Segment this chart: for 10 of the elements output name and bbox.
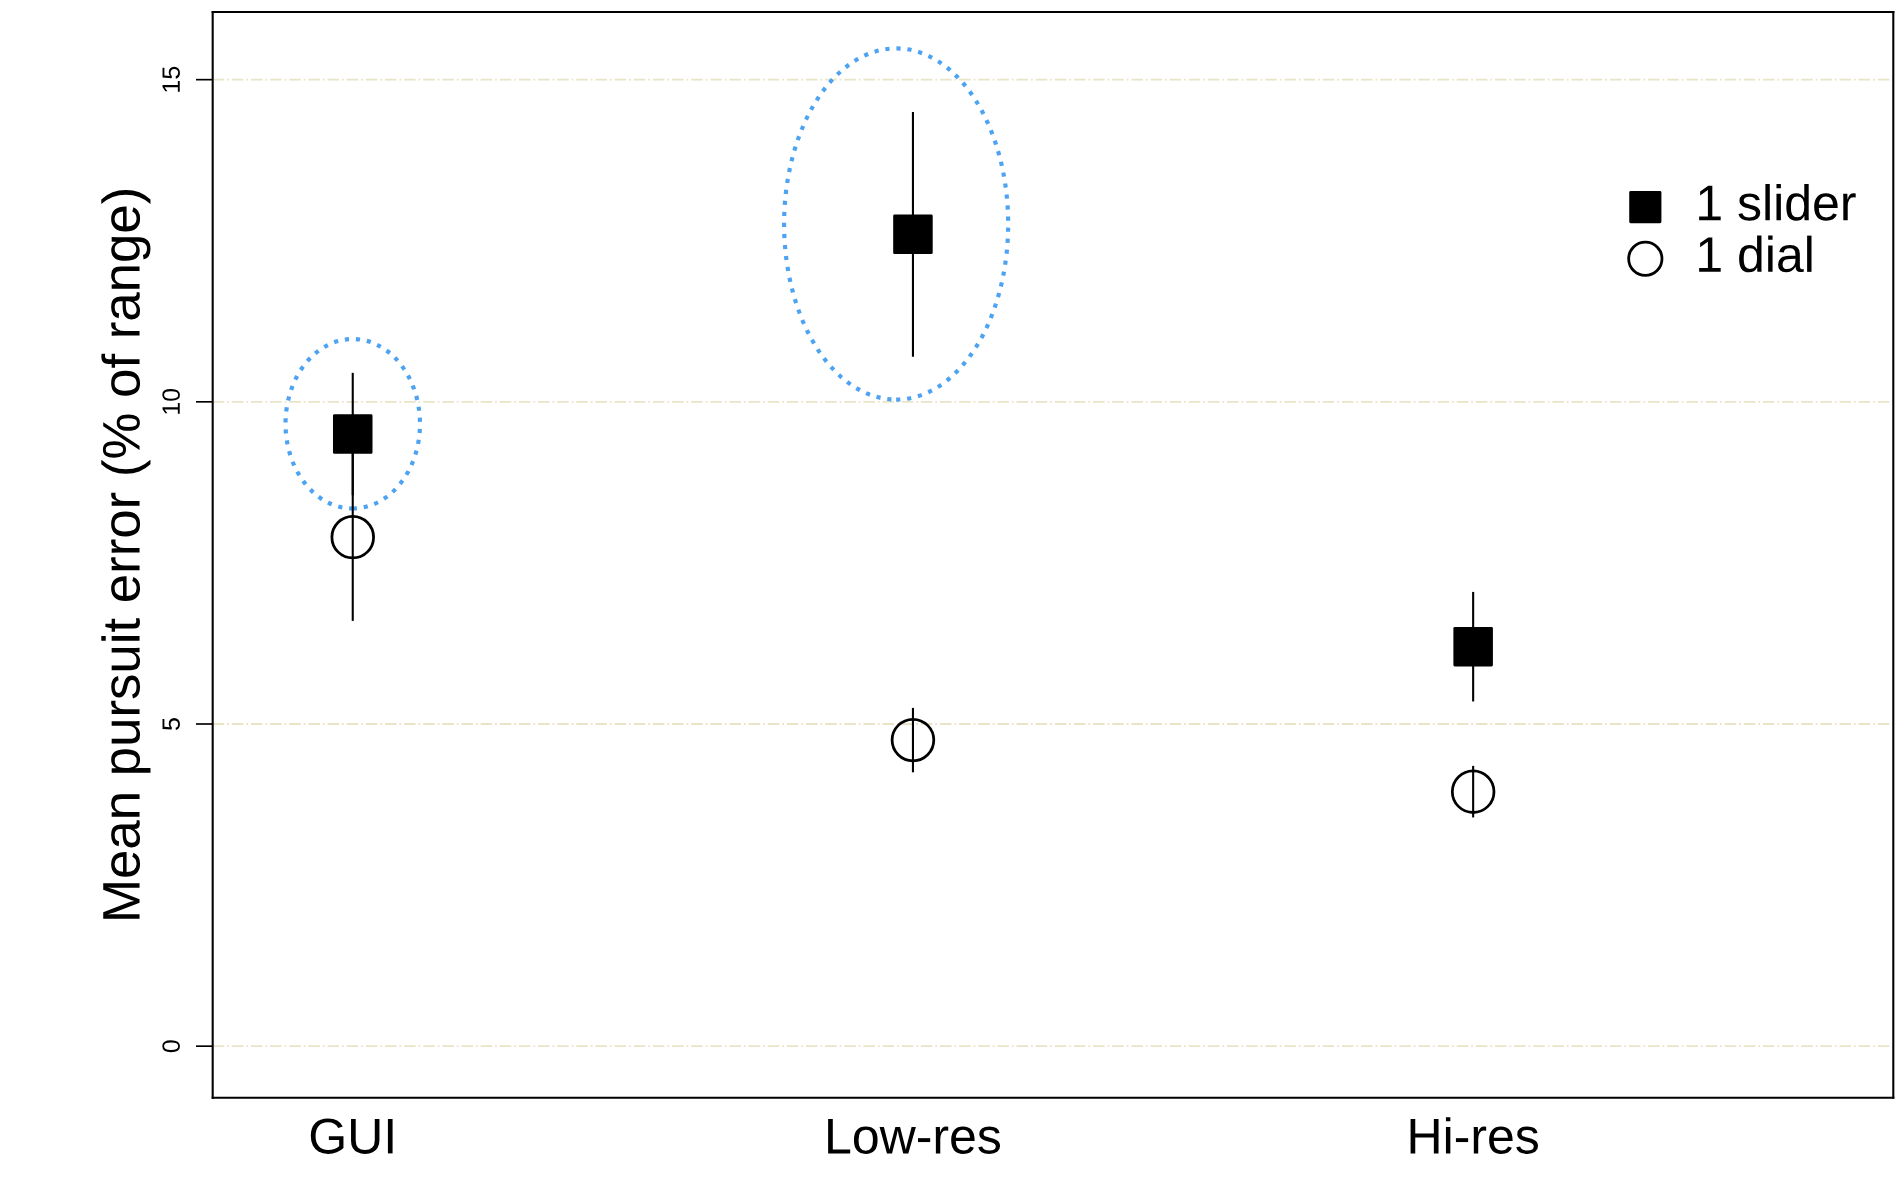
- y-tick-label: 10: [162, 388, 180, 414]
- y-tick-label: 15: [162, 66, 180, 92]
- legend-label: 1 dial: [1699, 235, 1812, 273]
- y-axis-title: Mean pursuit error (% of range): [101, 189, 151, 919]
- x-tick-label: Hi-res: [1410, 1117, 1539, 1154]
- y-tick-label: 0: [162, 1040, 180, 1053]
- legend-label: 1 slider: [1699, 184, 1856, 221]
- y-tick-label: 5: [162, 718, 180, 730]
- x-tick-label: GUI: [310, 1118, 393, 1154]
- x-tick-label: Low-res: [828, 1118, 1001, 1154]
